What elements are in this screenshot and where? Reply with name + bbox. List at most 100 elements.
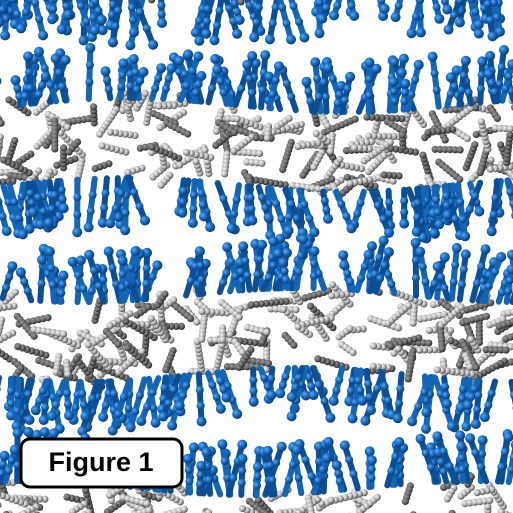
head-atom <box>140 215 150 226</box>
tail-atom <box>223 363 231 371</box>
head-atom <box>177 207 188 218</box>
head-atom <box>257 239 268 250</box>
head-atom <box>58 280 67 289</box>
tail-atom <box>237 0 245 6</box>
head-atom <box>38 415 49 426</box>
head-atom <box>297 251 305 260</box>
tail-atom <box>0 178 7 186</box>
tail-atom <box>198 307 206 315</box>
head-atom <box>343 269 352 278</box>
head-atom <box>427 51 438 62</box>
head-atom <box>75 255 86 266</box>
tail-atom <box>193 318 201 326</box>
head-atom <box>317 13 328 24</box>
head-atom <box>376 274 385 283</box>
head-stick <box>409 374 434 425</box>
head-atom <box>314 28 325 39</box>
head-stick <box>456 0 467 26</box>
head-atom <box>460 231 471 242</box>
head-atom <box>208 381 217 390</box>
head-stick <box>246 183 256 224</box>
head-atom <box>160 384 169 392</box>
head-atom <box>100 203 109 212</box>
head-stick <box>49 0 57 23</box>
head-atom <box>328 0 333 1</box>
head-stick <box>29 180 52 229</box>
head-stick <box>331 0 343 19</box>
head-atom <box>496 251 507 262</box>
head-stick <box>378 369 395 418</box>
head-stick <box>392 0 404 21</box>
head-stick <box>19 0 33 28</box>
head-atom <box>432 261 443 272</box>
head-atom <box>321 92 330 101</box>
head-atom <box>34 193 43 202</box>
head-atom <box>354 376 363 385</box>
head-atom <box>451 214 460 223</box>
head-atom <box>37 279 46 288</box>
head-atom <box>221 392 232 403</box>
head-atom <box>150 417 161 428</box>
head-atom <box>25 83 34 92</box>
head-atom <box>164 74 173 83</box>
head-stick <box>310 248 318 292</box>
head-atom <box>285 212 294 221</box>
head-atom <box>400 208 409 217</box>
head-atom <box>99 275 108 284</box>
head-stick <box>84 378 106 431</box>
head-stick <box>484 0 496 40</box>
tail-atom <box>380 152 388 160</box>
head-atom <box>306 97 315 106</box>
head-atom <box>125 422 136 433</box>
tail-atom <box>230 147 238 155</box>
head-atom <box>315 0 324 7</box>
tail-atom <box>326 147 335 155</box>
head-atom <box>104 85 113 94</box>
head-stick <box>255 184 272 221</box>
tail-atom <box>0 336 4 344</box>
head-atom <box>432 3 441 12</box>
head-stick <box>431 184 443 228</box>
head-atom <box>266 390 277 401</box>
head-stick <box>132 0 157 48</box>
head-atom <box>7 399 16 408</box>
tail-atom <box>51 145 59 153</box>
head-atom <box>73 210 82 219</box>
head-atom <box>0 77 2 85</box>
head-stick <box>316 0 323 37</box>
head-atom <box>78 389 87 398</box>
tail-atom <box>497 346 505 354</box>
head-atom <box>208 84 216 93</box>
tail-atom <box>162 366 170 374</box>
head-stick <box>417 248 432 300</box>
head-atom <box>124 404 133 413</box>
head-atom <box>278 380 287 389</box>
tail-atom <box>482 346 490 354</box>
head-stick <box>0 263 16 302</box>
head-atom <box>487 78 496 87</box>
head-atom <box>420 387 429 396</box>
head-atom <box>87 286 96 295</box>
head-atom <box>295 17 303 26</box>
tail-atom <box>263 134 271 142</box>
head-stick <box>228 182 242 232</box>
tail-atom <box>233 115 241 123</box>
head-stick <box>258 52 269 111</box>
head-atom <box>337 200 346 208</box>
head-atom <box>158 411 169 422</box>
tail-atom <box>387 342 395 350</box>
tail-atom <box>177 322 185 330</box>
tail-atom <box>476 168 484 177</box>
head-stick <box>77 379 89 420</box>
tail-atom <box>455 361 464 369</box>
head-atom <box>46 410 57 421</box>
head-atom <box>379 3 390 14</box>
head-atom <box>313 74 321 83</box>
head-atom <box>100 66 111 77</box>
head-atom <box>380 261 389 270</box>
head-atom <box>486 226 497 237</box>
tail-atom <box>375 132 383 140</box>
head-atom <box>238 241 249 252</box>
head-stick <box>293 236 307 291</box>
tail-atom <box>441 136 449 144</box>
